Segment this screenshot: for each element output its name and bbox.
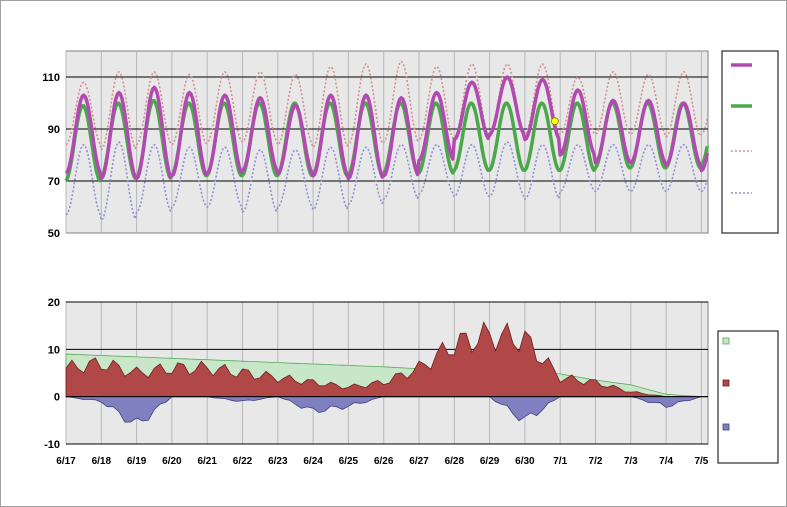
legend-swatch-cumulative — [722, 337, 730, 345]
x-tick-label: 6/24 — [303, 456, 323, 467]
current-value-marker — [551, 117, 559, 126]
x-tick-label: 7/1 — [553, 456, 567, 467]
temp-panel-ytick-label: 50 — [48, 228, 60, 240]
x-tick-label: 6/19 — [127, 456, 147, 467]
x-tick-label: 6/29 — [480, 456, 500, 467]
legend-swatch-daily-positive — [722, 379, 730, 387]
departure-area-daily-positive — [65, 321, 708, 398]
departure-series-group — [65, 321, 708, 423]
x-tick-label: 6/17 — [56, 456, 76, 467]
departure-panel-ytick-label: 0 — [54, 392, 60, 404]
x-tick-label: 7/3 — [624, 456, 638, 467]
x-tick-label: 6/21 — [197, 456, 217, 467]
departure-panel-ytick-label: -10 — [44, 439, 60, 451]
temp-legend-box — [721, 50, 779, 234]
x-tick-label: 6/25 — [339, 456, 359, 467]
series-line-record-low — [65, 141, 709, 221]
x-tick-label: 6/30 — [515, 456, 535, 467]
temp-panel-ytick-label: 70 — [48, 176, 60, 188]
x-tick-label: 7/5 — [694, 456, 708, 467]
x-tick-label: 7/2 — [589, 456, 603, 467]
x-tick-label: 6/26 — [374, 456, 394, 467]
temp-series-group — [64, 60, 710, 221]
departure-legend-box — [717, 330, 779, 464]
temp-panel-ytick-label: 110 — [42, 72, 60, 84]
x-tick-label: 6/20 — [162, 456, 182, 467]
series-line-actual — [64, 75, 710, 181]
x-tick-label: 6/27 — [409, 456, 429, 467]
series-line-record-high — [65, 60, 709, 151]
departure-panel-ytick-label: 10 — [48, 344, 60, 356]
x-tick-label: 6/18 — [92, 456, 112, 467]
x-tick-label: 7/4 — [659, 456, 673, 467]
x-tick-label: 6/22 — [233, 456, 253, 467]
departure-panel-ytick-label: 20 — [48, 297, 60, 309]
x-tick-label: 6/28 — [445, 456, 465, 467]
legend-swatch-daily-negative — [722, 423, 730, 431]
x-tick-label: 6/23 — [268, 456, 288, 467]
temp-panel-ytick-label: 90 — [48, 124, 60, 136]
